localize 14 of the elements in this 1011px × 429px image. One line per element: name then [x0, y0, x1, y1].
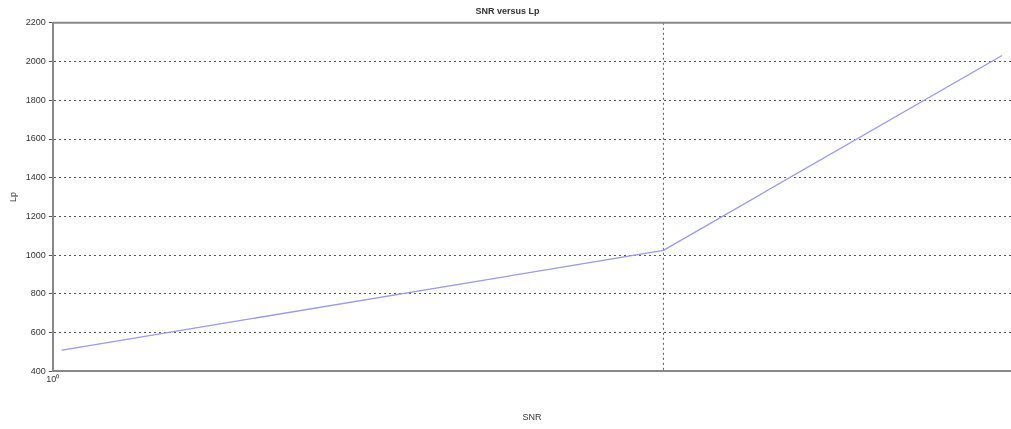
chart-title: SNR versus Lp — [475, 5, 541, 16]
y-tick-label: 600 — [30, 327, 46, 338]
x-axis-title: SNR — [522, 412, 542, 423]
y-tick-label: 2200 — [25, 17, 46, 28]
y-tick-label: 1600 — [25, 133, 46, 144]
y-tick-label: 1800 — [25, 94, 46, 105]
y-tick-label: 1400 — [25, 172, 46, 183]
y-tick-label: 2000 — [25, 56, 46, 67]
y-tick-label: 1000 — [25, 249, 46, 260]
y-axis-title: Lp — [7, 192, 18, 203]
y-tick-label: 1200 — [25, 210, 46, 221]
y-tick-label: 800 — [30, 288, 46, 299]
y-tick-label: 400 — [30, 365, 46, 376]
text: 10⁰ — [46, 374, 60, 385]
